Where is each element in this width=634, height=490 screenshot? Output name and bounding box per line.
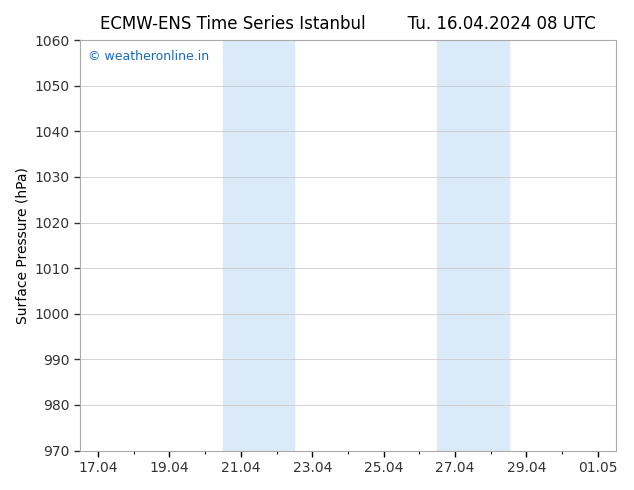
Text: © weatheronline.in: © weatheronline.in xyxy=(88,50,209,63)
Title: ECMW-ENS Time Series Istanbul        Tu. 16.04.2024 08 UTC: ECMW-ENS Time Series Istanbul Tu. 16.04.… xyxy=(100,15,596,33)
Bar xyxy=(437,40,508,451)
Bar xyxy=(223,40,294,451)
Y-axis label: Surface Pressure (hPa): Surface Pressure (hPa) xyxy=(15,167,29,324)
